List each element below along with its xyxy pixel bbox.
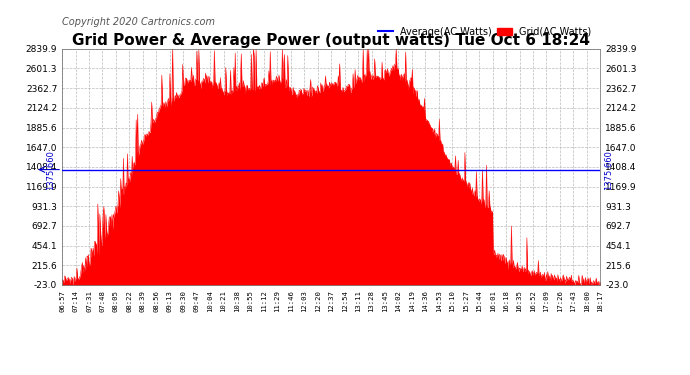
Text: Copyright 2020 Cartronics.com: Copyright 2020 Cartronics.com xyxy=(62,17,215,27)
Legend: Average(AC Watts), Grid(AC Watts): Average(AC Watts), Grid(AC Watts) xyxy=(374,23,595,40)
Text: 1375.660: 1375.660 xyxy=(604,150,613,189)
Title: Grid Power & Average Power (output watts) Tue Oct 6 18:24: Grid Power & Average Power (output watts… xyxy=(72,33,590,48)
Text: 1375.660: 1375.660 xyxy=(46,150,55,189)
